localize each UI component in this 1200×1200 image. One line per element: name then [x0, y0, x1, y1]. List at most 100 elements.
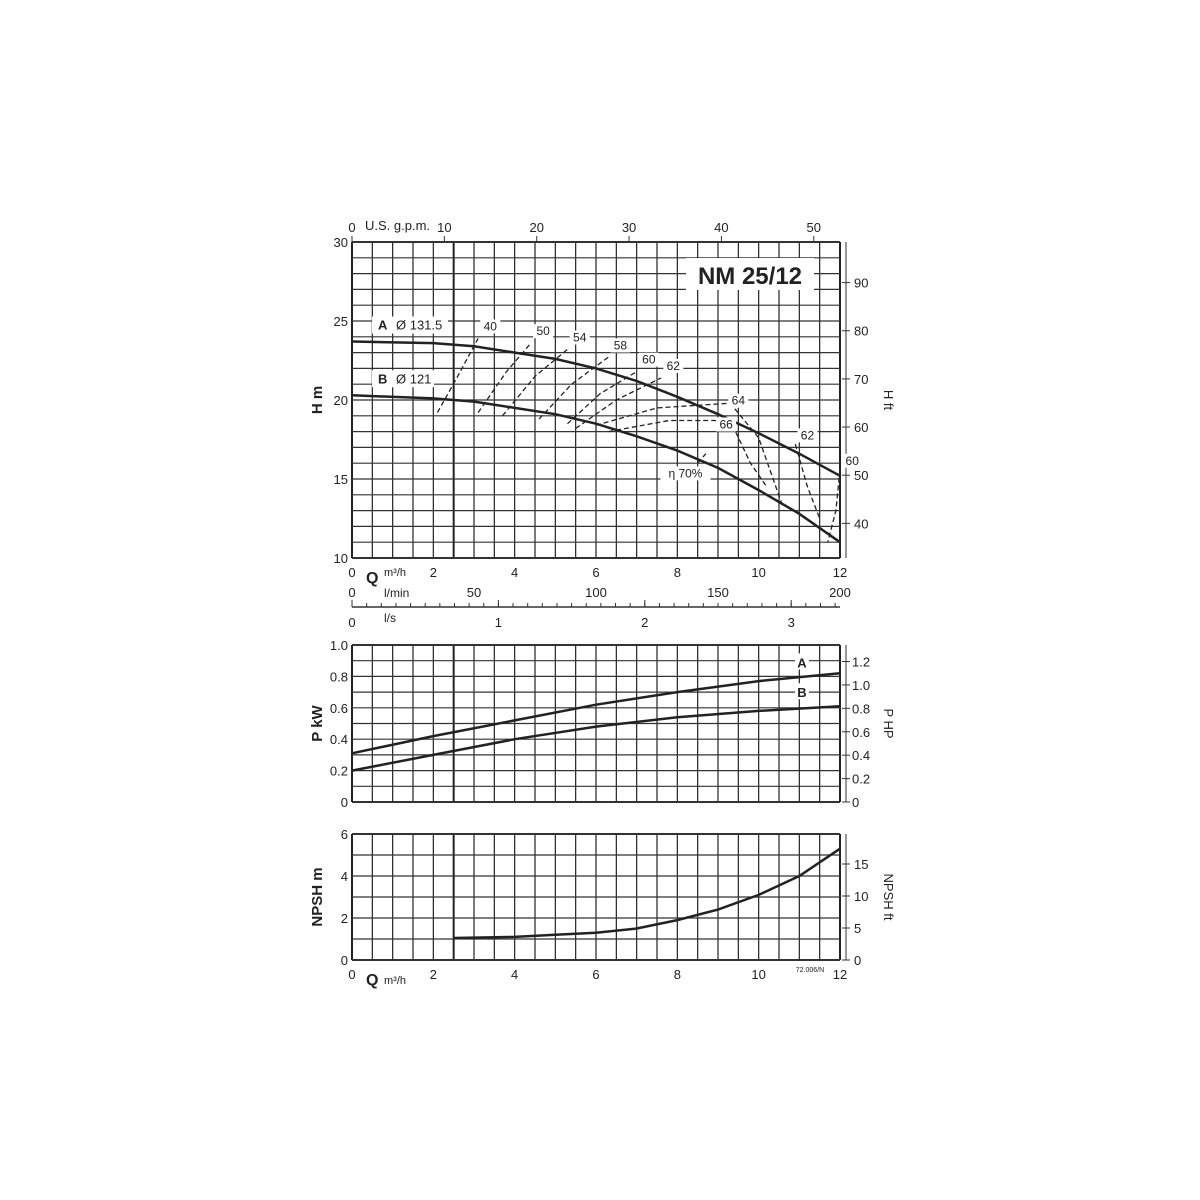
y-tick-label: 10: [334, 551, 348, 566]
npsh-curve: [453, 847, 841, 940]
lmin-tick-label: 200: [829, 585, 851, 600]
efficiency-curve: [827, 469, 841, 543]
y2-tick-label: 80: [854, 324, 868, 339]
curve-label-bg: [372, 370, 434, 388]
y-tick-label: 1.0: [330, 638, 348, 653]
y-tick-label: 0.2: [330, 764, 348, 779]
x-tick-label: 0: [348, 565, 355, 580]
x-tick-label: 6: [592, 565, 599, 580]
efficiency-label: 40: [484, 319, 498, 333]
x-tick-label: 10: [751, 565, 765, 580]
top-tick-label: 10: [437, 220, 451, 235]
y2-tick-label: 0: [852, 795, 859, 810]
npsh-x-tick-label: 2: [430, 967, 437, 982]
y-axis-label: H m: [309, 386, 326, 414]
y2-tick-label: 0.8: [852, 701, 870, 716]
x-tick-label: 2: [430, 565, 437, 580]
y2-tick-label: 50: [854, 468, 868, 483]
y2-tick-label: 40: [854, 516, 868, 531]
y-tick-label: 0: [341, 953, 348, 968]
y-tick-label: 0.6: [330, 701, 348, 716]
efficiency-curve: [794, 444, 821, 519]
efficiency-curve: [436, 338, 479, 413]
efficiency-label: 60: [846, 454, 860, 468]
power-label-bg: [795, 653, 809, 670]
npsh-x-tick-label: 8: [674, 967, 681, 982]
y2-tick-label: 0.6: [852, 725, 870, 740]
npsh-x-tick-label: 10: [751, 967, 765, 982]
ls-tick-label: 2: [641, 615, 648, 630]
efficiency-curve: [538, 356, 609, 420]
power-curve-a: [351, 672, 841, 755]
y-tick-label: 0.8: [330, 669, 348, 684]
efficiency-label-bg: [663, 358, 684, 373]
lmin-tick-label: 150: [707, 585, 729, 600]
npsh-x-tick-label: 6: [592, 967, 599, 982]
y-tick-label: 0.4: [330, 732, 348, 747]
npsh-x-tick-label: 4: [511, 967, 518, 982]
efficiency-label: 64: [732, 394, 746, 408]
chart-title: NM 25/12: [698, 263, 802, 290]
efficiency-label: 58: [614, 338, 628, 352]
ls-tick-label: 0: [348, 615, 355, 630]
y2-tick-label: 0.4: [852, 748, 870, 763]
npsh-x-axis-q-label: Q: [366, 972, 378, 989]
top-tick-label: 50: [807, 220, 821, 235]
y-axis-label: NPSH m: [309, 867, 326, 926]
y-tick-label: 20: [334, 393, 348, 408]
efficiency-label: 62: [667, 359, 681, 373]
y2-tick-label: 1.2: [852, 655, 870, 670]
x-tick-label: 4: [511, 565, 518, 580]
y2-tick-label: 1.0: [852, 678, 870, 693]
ls-axis-label: l/s: [384, 611, 396, 625]
efficiency-curve: [477, 342, 532, 413]
curve-label-bg: [372, 316, 448, 334]
y2-tick-label: 90: [854, 276, 868, 291]
efficiency-label-bg: [610, 338, 631, 353]
efficiency-label-bg: [638, 352, 659, 367]
drawing-code-annotation: 72.006/N: [796, 967, 824, 974]
y-tick-label: 0: [341, 795, 348, 810]
efficiency-curve: [697, 453, 707, 464]
top-tick-label: 30: [622, 220, 636, 235]
ls-tick-label: 1: [495, 615, 502, 630]
top-tick-label: 40: [714, 220, 728, 235]
top-tick-label: 0: [348, 220, 355, 235]
y2-tick-label: 60: [854, 420, 868, 435]
x-axis-unit-label: m³/h: [384, 567, 406, 579]
efficiency-label: η 70%: [668, 466, 702, 480]
curve-name-label: A: [378, 318, 388, 333]
efficiency-curve: [567, 371, 638, 425]
y2-tick-label: 0.2: [852, 772, 870, 787]
impeller-diameter-label: Ø 131.5: [396, 318, 442, 333]
efficiency-label-bg: [797, 428, 818, 443]
y2-tick-label: 10: [854, 889, 868, 904]
y2-tick-label: 0: [854, 953, 861, 968]
efficiency-curve: [575, 377, 662, 429]
top-tick-label: 20: [529, 220, 543, 235]
efficiency-label-bg: [660, 466, 711, 481]
y-tick-label: 6: [341, 827, 348, 842]
power-curve-label: B: [797, 685, 806, 700]
impeller-diameter-label: Ø 121: [396, 371, 431, 386]
npsh-x-tick-label: 0: [348, 967, 355, 982]
efficiency-label-bg: [716, 417, 737, 432]
x-tick-label: 12: [833, 565, 847, 580]
y2-axis-label: NPSH ft: [881, 874, 896, 921]
efficiency-label: 66: [719, 417, 733, 431]
efficiency-curve: [501, 348, 568, 417]
efficiency-label-bg: [728, 393, 749, 408]
y2-axis-label: H ft: [881, 390, 896, 411]
efficiency-label-bg: [842, 453, 863, 468]
y-tick-label: 30: [334, 235, 348, 250]
head-curve-a: [351, 340, 841, 477]
curve-name-label: B: [378, 371, 387, 386]
efficiency-label-bg: [569, 330, 590, 345]
ls-tick-label: 3: [788, 615, 795, 630]
x-axis-q-label: Q: [366, 570, 378, 587]
efficiency-label: 54: [573, 331, 587, 345]
y2-axis-label: P HP: [881, 708, 896, 738]
efficiency-label-bg: [533, 324, 554, 339]
y-tick-label: 15: [334, 472, 348, 487]
